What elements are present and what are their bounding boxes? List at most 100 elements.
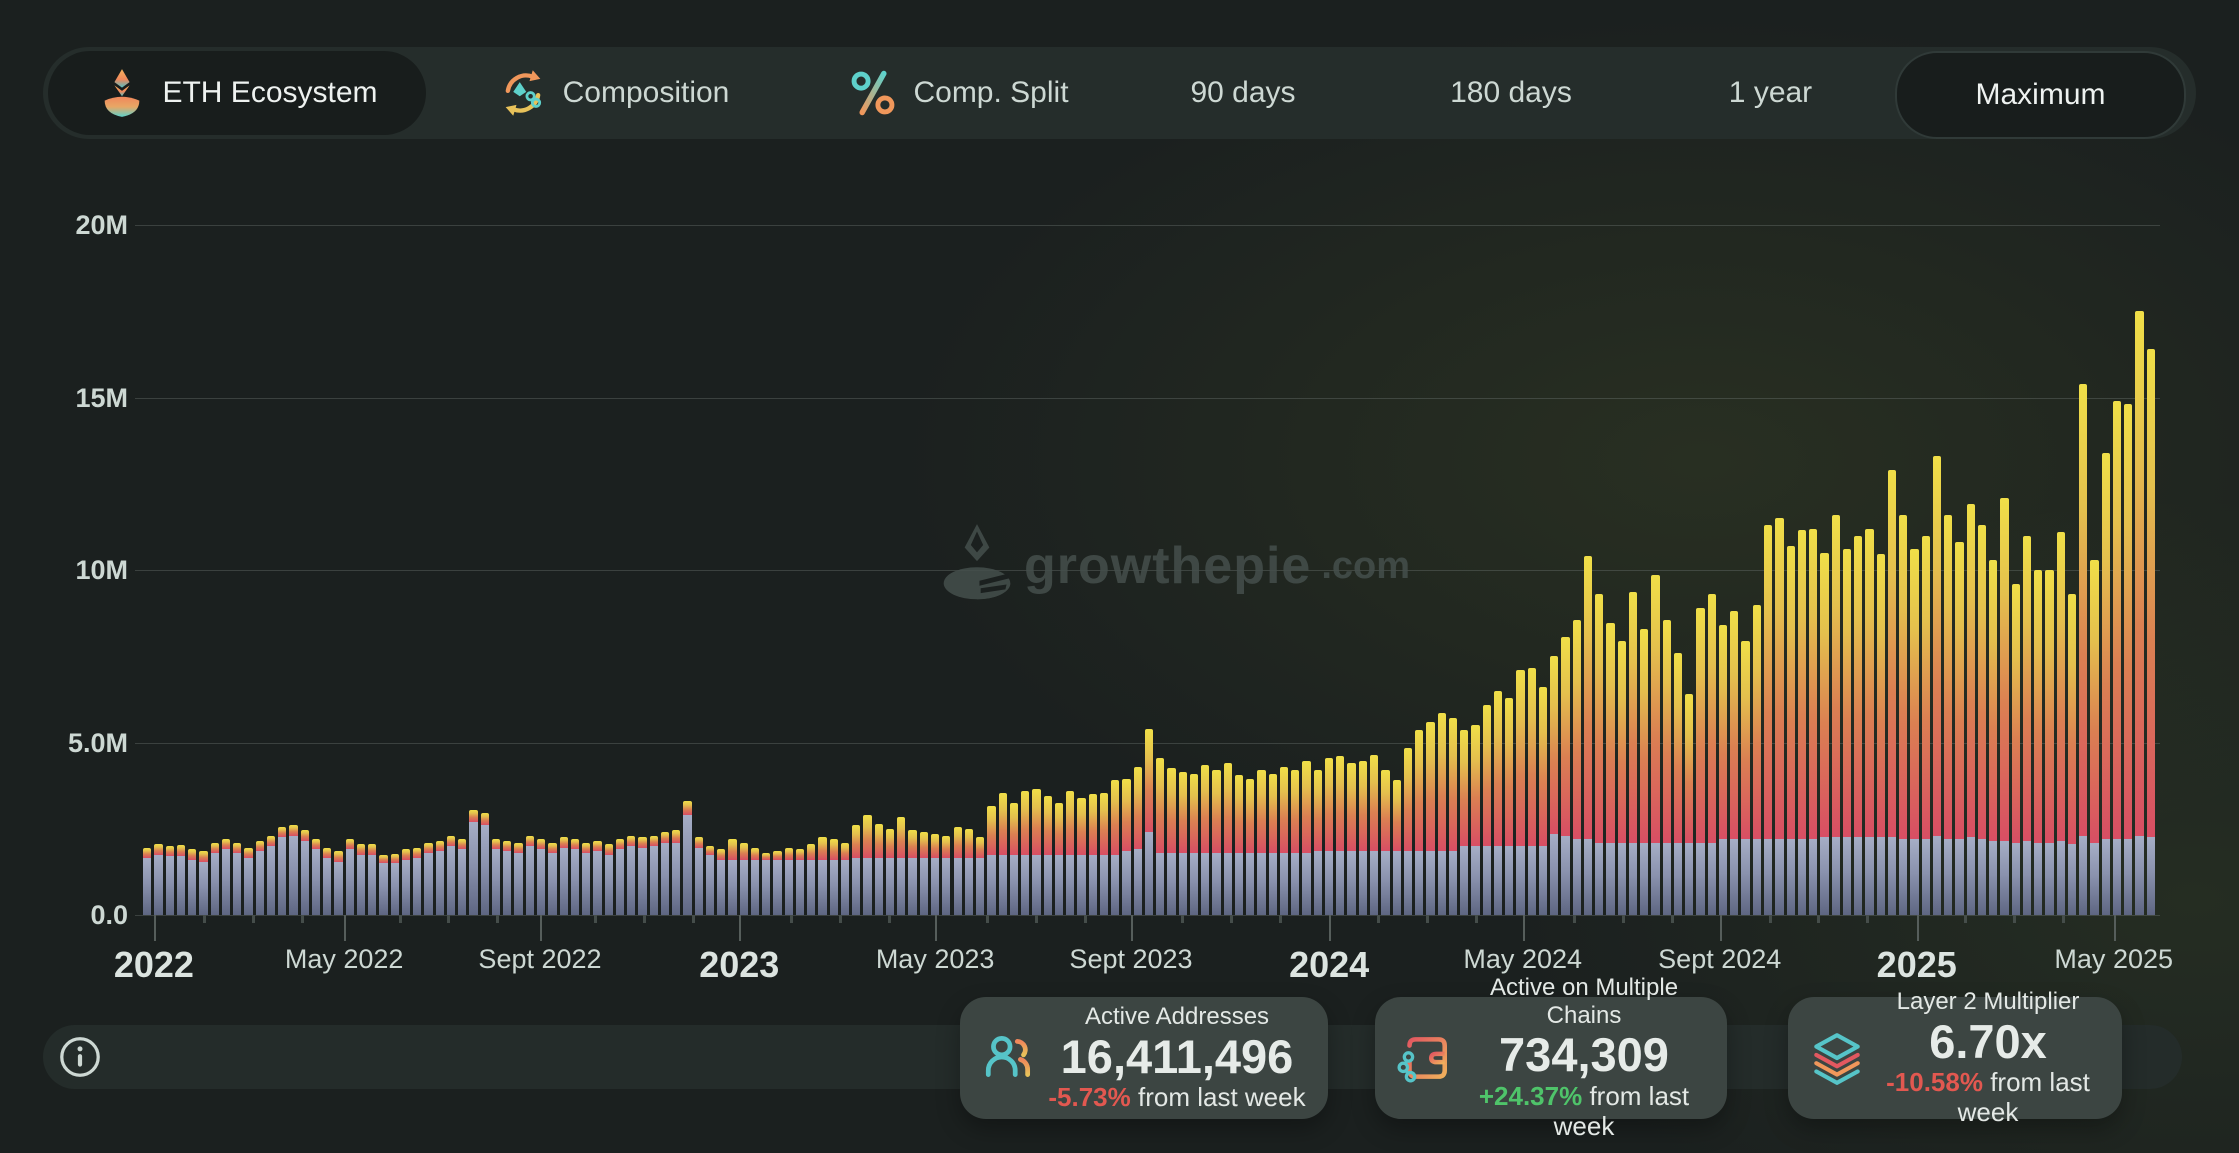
bar-week-171[interactable]: [2067, 594, 2077, 915]
bar-week-154[interactable]: [1876, 554, 1885, 915]
bar-week-173[interactable]: [2090, 559, 2099, 915]
bar-week-140[interactable]: [1718, 625, 1728, 915]
bar-week-22[interactable]: [390, 853, 399, 915]
bar-week-150[interactable]: [1831, 514, 1840, 915]
bar-week-97[interactable]: [1234, 775, 1244, 915]
bar-week-176[interactable]: [2124, 404, 2133, 915]
bar-week-165[interactable]: [2000, 497, 2009, 915]
tab-eth-ecosystem[interactable]: ETH Ecosystem: [48, 51, 426, 135]
bar-week-55[interactable]: [762, 852, 771, 915]
bar-week-86[interactable]: [1111, 780, 1120, 915]
info-icon[interactable]: [57, 1034, 103, 1080]
bar-week-81[interactable]: [1054, 802, 1064, 915]
bar-week-19[interactable]: [356, 844, 366, 915]
bar-week-92[interactable]: [1178, 771, 1187, 915]
bar-week-56[interactable]: [773, 851, 782, 915]
bar-week-2[interactable]: [165, 846, 174, 915]
bar-week-175[interactable]: [2112, 400, 2122, 915]
bar-week-134[interactable]: [1651, 575, 1660, 915]
bar-week-44[interactable]: [638, 837, 647, 915]
bar-week-38[interactable]: [570, 839, 579, 915]
bar-week-70[interactable]: [930, 833, 940, 915]
bar-week-98[interactable]: [1246, 778, 1255, 915]
bar-week-124[interactable]: [1538, 687, 1548, 915]
bar-week-88[interactable]: [1133, 766, 1142, 915]
bar-week-116[interactable]: [1448, 718, 1458, 915]
bar-week-141[interactable]: [1730, 611, 1739, 915]
bar-week-33[interactable]: [514, 842, 523, 915]
bar-week-111[interactable]: [1392, 780, 1401, 915]
bar-week-99[interactable]: [1257, 770, 1266, 915]
bar-week-50[interactable]: [705, 846, 715, 915]
bar-week-121[interactable]: [1505, 697, 1514, 915]
bar-week-108[interactable]: [1358, 761, 1367, 915]
bar-week-106[interactable]: [1336, 756, 1345, 915]
bar-week-75[interactable]: [987, 806, 996, 915]
bar-week-123[interactable]: [1527, 668, 1536, 915]
bar-week-120[interactable]: [1493, 690, 1503, 915]
bar-week-91[interactable]: [1167, 768, 1176, 915]
bar-week-21[interactable]: [379, 854, 388, 915]
bar-week-139[interactable]: [1707, 594, 1716, 915]
bar-week-146[interactable]: [1786, 545, 1795, 915]
bar-week-102[interactable]: [1291, 770, 1300, 915]
bar-week-157[interactable]: [1910, 549, 1919, 915]
bar-week-114[interactable]: [1426, 721, 1435, 915]
tab-comp-split[interactable]: Comp. Split: [833, 51, 1083, 135]
bar-week-71[interactable]: [942, 835, 951, 915]
bar-week-68[interactable]: [908, 830, 917, 915]
bar-week-93[interactable]: [1189, 773, 1199, 915]
bar-week-3[interactable]: [176, 845, 186, 915]
bar-week-147[interactable]: [1797, 530, 1807, 915]
bar-week-105[interactable]: [1324, 758, 1334, 915]
bar-week-164[interactable]: [1989, 559, 1998, 915]
bar-week-51[interactable]: [717, 849, 726, 915]
bar-week-163[interactable]: [1977, 525, 1987, 915]
bar-week-66[interactable]: [885, 828, 895, 915]
bar-week-32[interactable]: [503, 840, 512, 915]
bar-week-69[interactable]: [919, 832, 928, 915]
bar-week-9[interactable]: [244, 847, 253, 915]
bar-week-27[interactable]: [446, 835, 456, 915]
bar-week-61[interactable]: [829, 839, 838, 915]
bar-week-118[interactable]: [1471, 725, 1480, 915]
bar-week-109[interactable]: [1370, 754, 1379, 915]
bar-week-10[interactable]: [255, 840, 264, 915]
bar-week-12[interactable]: [278, 827, 287, 915]
card-active-multiple-chains[interactable]: Active on Multiple Chains 734,309 +24.37…: [1375, 974, 1727, 1141]
bar-week-178[interactable]: [2146, 349, 2155, 915]
bar-week-94[interactable]: [1201, 764, 1210, 915]
bar-week-7[interactable]: [221, 839, 231, 915]
bar-week-144[interactable]: [1764, 525, 1773, 915]
bar-week-40[interactable]: [593, 840, 602, 915]
bar-week-143[interactable]: [1752, 604, 1761, 915]
bar-week-5[interactable]: [199, 851, 208, 915]
card-active-addresses[interactable]: Active Addresses 16,411,496 -5.73% from …: [960, 997, 1328, 1119]
bar-week-6[interactable]: [210, 842, 219, 915]
card-layer2-multiplier[interactable]: Layer 2 Multiplier 6.70x -10.58% from la…: [1788, 988, 2122, 1127]
bar-week-60[interactable]: [818, 837, 827, 915]
bar-week-148[interactable]: [1809, 528, 1818, 915]
bar-week-14[interactable]: [300, 830, 309, 915]
range-maximum[interactable]: Maximum: [1895, 51, 2186, 139]
bar-week-128[interactable]: [1583, 556, 1593, 915]
bar-week-107[interactable]: [1347, 763, 1356, 915]
bar-week-46[interactable]: [660, 832, 670, 915]
bar-week-155[interactable]: [1887, 469, 1897, 915]
bar-week-142[interactable]: [1741, 640, 1750, 915]
bar-week-161[interactable]: [1955, 542, 1964, 915]
bar-week-43[interactable]: [627, 835, 636, 915]
bar-week-174[interactable]: [2101, 452, 2110, 915]
bar-week-29[interactable]: [469, 809, 478, 915]
bar-week-172[interactable]: [2079, 383, 2088, 915]
bar-week-138[interactable]: [1696, 607, 1705, 915]
bar-week-45[interactable]: [649, 835, 658, 915]
bar-week-162[interactable]: [1966, 504, 1975, 915]
bar-week-117[interactable]: [1460, 730, 1469, 915]
bar-week-8[interactable]: [233, 842, 242, 915]
bar-week-84[interactable]: [1088, 794, 1097, 915]
bar-week-76[interactable]: [998, 792, 1007, 915]
bar-week-23[interactable]: [401, 849, 411, 915]
bar-week-156[interactable]: [1899, 514, 1908, 915]
bar-week-168[interactable]: [2034, 570, 2043, 915]
